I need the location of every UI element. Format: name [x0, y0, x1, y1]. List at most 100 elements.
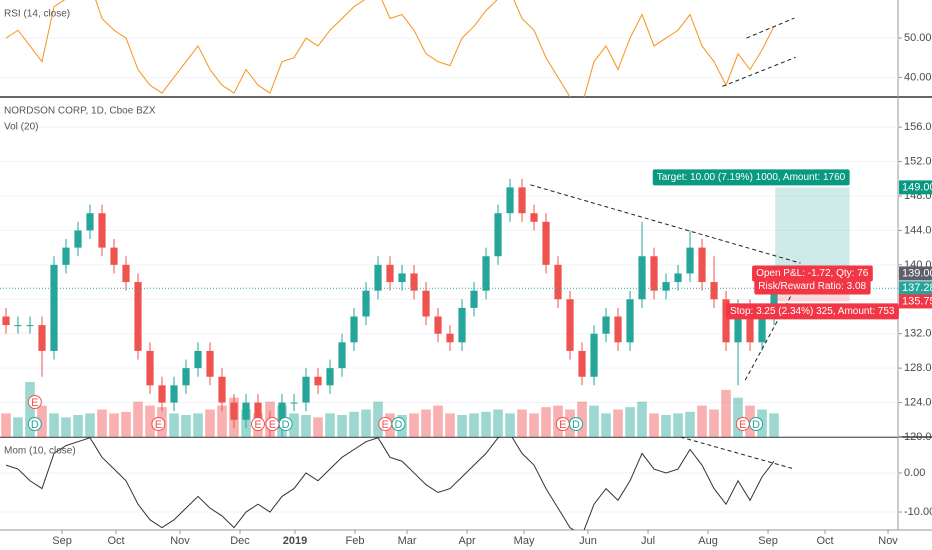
trendline: [746, 17, 795, 39]
volume-bar: [1, 413, 11, 437]
candle-body: [350, 316, 358, 343]
candle-body: [278, 402, 286, 429]
candle-body: [302, 376, 310, 403]
candle-body: [86, 213, 94, 231]
event-label: D: [572, 419, 580, 431]
candle-body: [314, 376, 322, 386]
volume-bar: [313, 417, 323, 437]
candle-body: [458, 307, 466, 343]
volume-bar: [49, 413, 59, 437]
candle-body: [38, 325, 46, 351]
y-tick-label: 50.00: [904, 32, 932, 44]
target-box: Target: 10.00 (7.19%) 1000, Amount: 1760: [657, 172, 846, 183]
volume-bar: [361, 409, 371, 437]
x-tick-label: Aug: [698, 535, 718, 547]
volume-bar: [85, 413, 95, 437]
event-label: D: [394, 419, 402, 431]
volume-bar: [409, 413, 419, 437]
candle-body: [290, 402, 298, 404]
volume-bar: [37, 405, 47, 437]
volume-bar: [97, 409, 107, 437]
profit-zone: [775, 187, 850, 274]
volume-bar: [13, 417, 23, 437]
volume-bar: [337, 415, 347, 437]
y-tick-label: 40.00: [904, 71, 932, 83]
volume-bar: [73, 415, 83, 437]
candle-body: [50, 264, 58, 351]
pane: [0, 437, 898, 530]
price-label: 139.00: [902, 267, 932, 279]
pane-title: RSI (14, close): [4, 9, 70, 20]
y-tick-label: 132.00: [904, 328, 932, 340]
candle-body: [2, 316, 10, 326]
event-marker: [27, 395, 42, 409]
volume-bar: [577, 401, 587, 437]
volume-bar: [697, 405, 707, 437]
x-tick-label: Jul: [641, 535, 655, 547]
candle-body: [686, 247, 694, 274]
y-tick-label: 120.00: [904, 431, 932, 443]
price-label: 149.00: [902, 181, 932, 193]
event-marker: [27, 417, 42, 431]
volume-bar: [325, 413, 335, 437]
volume-bar: [373, 401, 383, 437]
volume-bar: [649, 413, 659, 437]
volume-bar: [589, 405, 599, 437]
candle-body: [602, 316, 610, 334]
event-label: D: [752, 419, 760, 431]
x-tick-label: Nov: [170, 535, 190, 547]
candle-body: [218, 376, 226, 403]
x-tick-label: Dec: [230, 535, 250, 547]
candle-body: [326, 368, 334, 386]
trendline: [722, 56, 796, 87]
candle-body: [146, 350, 154, 386]
candle-body: [746, 307, 754, 343]
volume-bar: [469, 413, 479, 437]
volume-bar: [445, 413, 455, 437]
candle-body: [650, 256, 658, 291]
x-tick-label: Sep: [52, 535, 72, 547]
candle-body: [518, 187, 526, 214]
candle-body: [578, 350, 586, 377]
x-tick-label: Apr: [458, 535, 475, 547]
volume-bar: [349, 411, 359, 437]
volume-bar: [541, 407, 551, 437]
candle-body: [398, 273, 406, 283]
trendline: [680, 437, 795, 470]
x-tick-label: Jun: [579, 535, 597, 547]
volume-bar: [733, 397, 743, 437]
rr-box: Risk/Reward Ratio: 3.08: [758, 281, 866, 292]
x-tick-label: Feb: [345, 535, 364, 547]
candle-body: [374, 264, 382, 291]
candle-body: [482, 256, 490, 291]
event-label: E: [31, 397, 38, 409]
candle-body: [494, 213, 502, 257]
candle-body: [194, 350, 202, 369]
volume-bar: [661, 415, 671, 437]
volume-bar: [289, 413, 299, 437]
stop-box: Stop: 3.25 (2.34%) 325, Amount: 753: [730, 306, 895, 317]
volume-bar: [529, 413, 539, 437]
volume-bar: [109, 413, 119, 437]
event-label: E: [155, 419, 162, 431]
y-tick-label: 128.00: [904, 362, 932, 374]
event-marker: [749, 417, 764, 431]
candle-body: [698, 247, 706, 283]
pnl-box: Open P&L: -1.72, Qty: 76: [756, 268, 869, 279]
volume-bar: [421, 409, 431, 437]
volume-bar: [193, 413, 203, 437]
pane: DEE E E D E D E D E D: [0, 126, 898, 437]
volume-bar: [433, 405, 443, 437]
event-label: E: [269, 419, 276, 431]
volume-bar: [601, 413, 611, 437]
candle-body: [26, 325, 34, 327]
candle-body: [662, 282, 670, 291]
event-marker: [151, 417, 166, 431]
candle-body: [722, 299, 730, 343]
target-box-bg: [652, 169, 850, 186]
x-tick-label: Sep: [758, 535, 778, 547]
candle-body: [590, 333, 598, 377]
candle-body: [338, 342, 346, 369]
pane-title: NORDSON CORP, 1D, Cboe BZX: [4, 106, 156, 117]
